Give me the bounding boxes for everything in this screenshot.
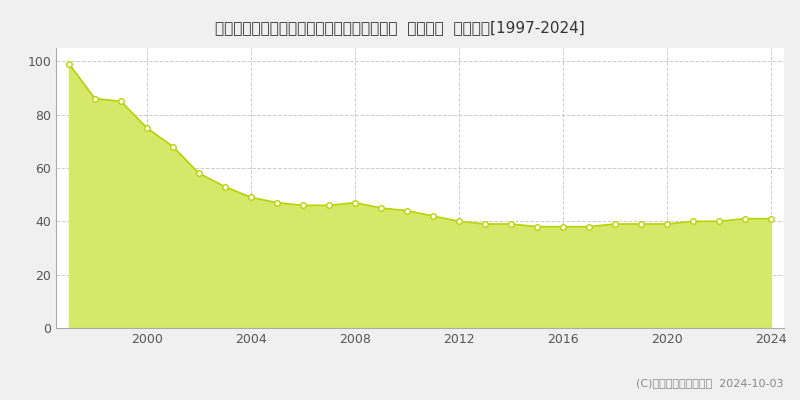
Text: 千葉県松戸市小金きよしケ丘４丁目３番１１  基準地価  地価推移[1997-2024]: 千葉県松戸市小金きよしケ丘４丁目３番１１ 基準地価 地価推移[1997-2024… [215,20,585,35]
Text: (C)土地価格ドットコム  2024-10-03: (C)土地価格ドットコム 2024-10-03 [637,378,784,388]
